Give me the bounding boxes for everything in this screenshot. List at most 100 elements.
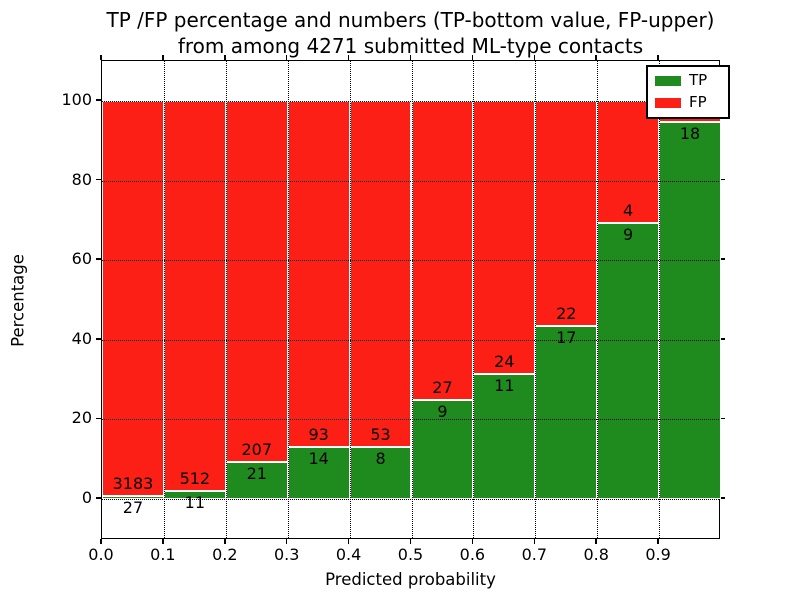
y-tick-mark-right	[720, 338, 725, 340]
fp-count-label: 207	[241, 440, 273, 460]
fp-count-label: 3183	[112, 473, 154, 493]
y-tick-mark-right	[720, 417, 725, 420]
x-tick-mark-bottom	[471, 539, 474, 544]
y-tick-label: 60	[71, 249, 92, 269]
x-tick-mark-bottom	[347, 539, 350, 544]
x-tick-label: 0.4	[335, 545, 362, 564]
x-tick-mark-top	[100, 55, 102, 60]
y-tick-mark-right	[720, 178, 725, 181]
bar-segment-fp	[225, 101, 288, 463]
x-tick-mark-top	[595, 55, 597, 60]
x-axis-label: Predicted probability	[325, 570, 496, 589]
y-tick-mark-left	[96, 99, 101, 101]
tp-count-label: 11	[494, 375, 515, 395]
x-tick-mark-top	[224, 55, 226, 60]
horizontal-gridline	[102, 339, 719, 341]
x-tick-mark-bottom	[100, 539, 102, 544]
x-tick-mark-bottom	[533, 539, 536, 544]
x-tick-mark-top	[285, 55, 288, 60]
tp-count-label: 11	[184, 492, 206, 512]
x-tick-label: 0.1	[150, 545, 176, 564]
fp-count-label: 27	[432, 377, 453, 397]
horizontal-gridline	[102, 499, 719, 500]
y-tick-mark-left	[96, 417, 101, 420]
y-tick-label: 80	[71, 169, 92, 189]
horizontal-gridline	[102, 419, 719, 421]
y-tick-mark-left	[96, 338, 101, 340]
x-tick-mark-top	[533, 55, 536, 60]
x-tick-mark-bottom	[224, 539, 226, 544]
horizontal-gridline	[102, 260, 719, 262]
y-tick-label: 0	[81, 488, 92, 507]
legend-item: FP	[655, 95, 721, 110]
y-tick-mark-left	[96, 178, 101, 181]
vertical-gridline	[225, 61, 227, 538]
legend-item: TP	[655, 73, 721, 88]
vertical-gridline	[411, 61, 413, 538]
x-tick-label: 0.0	[88, 545, 114, 564]
tp-count-label: 18	[679, 123, 701, 143]
fp-count-label: 24	[494, 351, 515, 371]
x-tick-mark-bottom	[657, 539, 659, 544]
bar-segment-fp	[411, 101, 474, 400]
bar-segment-fp	[535, 101, 598, 326]
legend-swatch-fp	[655, 97, 681, 108]
tp-count-label: 21	[246, 464, 267, 484]
bar-segment-fp	[287, 101, 350, 447]
bar-segment-fp	[597, 101, 660, 224]
tp-count-label: 9	[623, 225, 634, 245]
x-tick-mark-top	[657, 55, 659, 60]
x-tick-label: 0.9	[645, 545, 671, 564]
fp-count-label: 512	[179, 468, 211, 488]
vertical-gridline	[349, 61, 351, 538]
vertical-gridline	[287, 61, 289, 538]
x-tick-mark-top	[409, 55, 412, 60]
x-tick-label: 0.6	[459, 545, 486, 564]
bar-segment-tp	[287, 446, 350, 499]
y-tick-mark-left	[96, 258, 101, 260]
y-tick-label: 100	[61, 90, 92, 109]
y-tick-label: 20	[71, 408, 92, 428]
bar-segment-tp	[597, 223, 660, 499]
legend-swatch-tp	[655, 75, 681, 86]
x-tick-mark-top	[347, 55, 350, 60]
fp-count-label: 4	[623, 201, 634, 221]
bar-segment-fp	[163, 101, 226, 491]
x-tick-label: 0.5	[397, 545, 424, 564]
vertical-gridline	[535, 61, 537, 538]
y-tick-label: 40	[71, 328, 92, 348]
x-tick-mark-bottom	[285, 539, 288, 544]
x-tick-mark-bottom	[409, 539, 412, 544]
bar-segment-tp	[659, 121, 721, 499]
fp-count-label: 22	[556, 303, 577, 323]
legend-label: TP	[689, 71, 708, 89]
y-tick-mark-right	[720, 497, 725, 499]
tp-count-label: 17	[556, 327, 577, 347]
horizontal-gridline	[102, 180, 719, 182]
plot-inner: 3183 27 512 11 207 21 93 14 53 8 27 9 24 11 22 17 4 9 18	[102, 61, 721, 538]
horizontal-gridline	[102, 101, 719, 102]
x-tick-mark-bottom	[162, 539, 164, 544]
legend-label: FP	[689, 93, 707, 111]
bar-segment-tp	[349, 446, 412, 499]
x-tick-label: 0.7	[521, 545, 548, 564]
vertical-gridline	[659, 61, 661, 538]
fp-count-label: 93	[308, 424, 329, 444]
x-tick-label: 0.3	[273, 545, 300, 564]
chart-title: TP /FP percentage and numbers (TP-bottom…	[101, 7, 720, 59]
x-tick-label: 0.2	[212, 545, 238, 564]
fp-count-label: 53	[370, 424, 391, 444]
y-tick-mark-left	[96, 497, 101, 499]
bar-segment-tp	[535, 325, 598, 499]
chart-title-line2: from among 4271 submitted ML-type contac…	[177, 34, 644, 58]
y-axis-label: Percentage	[8, 254, 28, 347]
x-tick-mark-bottom	[595, 539, 597, 544]
plot-area: 3183 27 512 11 207 21 93 14 53 8 27 9 24 11 22 17 4 9 18 T…	[101, 60, 730, 539]
bar-segment-fp	[102, 101, 164, 496]
x-tick-mark-top	[471, 55, 474, 60]
vertical-gridline	[473, 61, 475, 538]
x-tick-mark-top	[162, 55, 164, 60]
bar-segment-tp	[102, 495, 164, 499]
bar-segment-fp	[349, 101, 412, 447]
y-tick-mark-right	[720, 258, 725, 260]
